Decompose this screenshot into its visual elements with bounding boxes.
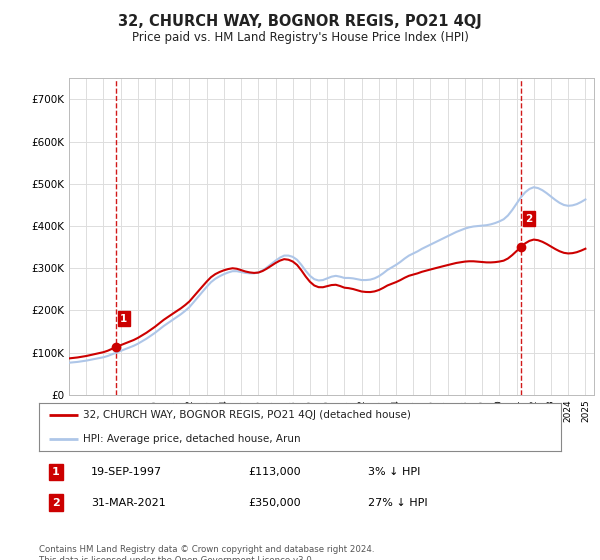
- Text: 3% ↓ HPI: 3% ↓ HPI: [368, 467, 420, 477]
- Text: £113,000: £113,000: [248, 467, 301, 477]
- Text: 32, CHURCH WAY, BOGNOR REGIS, PO21 4QJ (detached house): 32, CHURCH WAY, BOGNOR REGIS, PO21 4QJ (…: [83, 410, 411, 420]
- Text: 32, CHURCH WAY, BOGNOR REGIS, PO21 4QJ: 32, CHURCH WAY, BOGNOR REGIS, PO21 4QJ: [118, 14, 482, 29]
- Text: 2: 2: [52, 498, 60, 507]
- Text: 19-SEP-1997: 19-SEP-1997: [91, 467, 163, 477]
- Text: 1: 1: [120, 314, 127, 324]
- Text: 27% ↓ HPI: 27% ↓ HPI: [368, 498, 427, 507]
- Text: 2: 2: [525, 214, 532, 224]
- Text: HPI: Average price, detached house, Arun: HPI: Average price, detached house, Arun: [83, 434, 301, 444]
- Text: Contains HM Land Registry data © Crown copyright and database right 2024.
This d: Contains HM Land Registry data © Crown c…: [39, 545, 374, 560]
- Text: 1: 1: [52, 467, 60, 477]
- Text: £350,000: £350,000: [248, 498, 301, 507]
- Text: Price paid vs. HM Land Registry's House Price Index (HPI): Price paid vs. HM Land Registry's House …: [131, 31, 469, 44]
- Text: 31-MAR-2021: 31-MAR-2021: [91, 498, 166, 507]
